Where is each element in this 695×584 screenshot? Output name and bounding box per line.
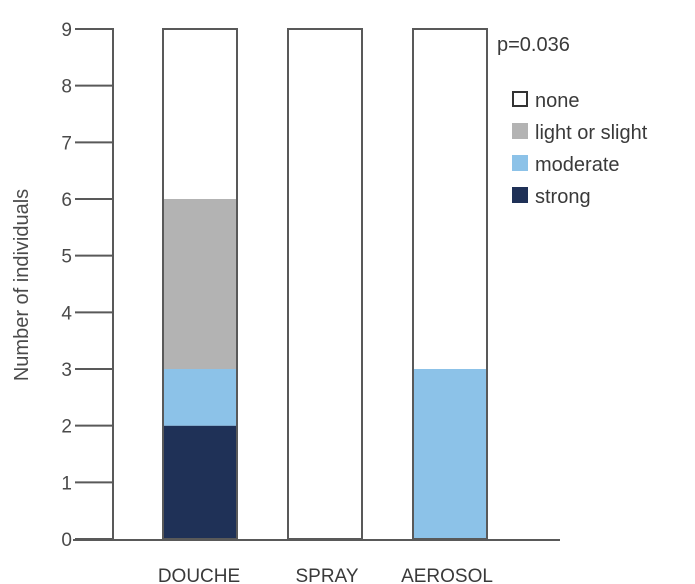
legend-swatch <box>512 187 528 203</box>
bar-segment-strong <box>163 425 237 539</box>
y-tick-label: 2 <box>61 417 72 438</box>
y-tick-label: 3 <box>61 360 72 381</box>
y-tick-label: 0 <box>61 530 72 551</box>
legend-label: light or slight <box>535 122 648 144</box>
category-label: DOUCHE <box>158 566 240 584</box>
legend-label: none <box>535 90 580 112</box>
y-tick-label: 4 <box>61 303 72 324</box>
bar-segment-light-or-slight <box>163 199 237 369</box>
category-label: SPRAY <box>295 566 358 584</box>
y-tick-label: 9 <box>61 20 72 41</box>
y-tick-label: 1 <box>61 473 72 494</box>
bar-outline <box>162 28 238 540</box>
bar-segment-none <box>288 29 362 539</box>
legend-label: moderate <box>535 154 620 176</box>
bar-outline <box>287 28 363 540</box>
legend-swatch <box>512 91 528 107</box>
bar-segment-none <box>413 29 487 369</box>
bar-segment-moderate <box>413 369 487 539</box>
legend-label: strong <box>535 186 591 208</box>
legend-swatch <box>512 123 528 139</box>
y-axis-title: Number of individuals <box>11 189 33 381</box>
y-tick-label: 7 <box>61 133 72 154</box>
legend-swatch <box>512 155 528 171</box>
y-tick-label: 5 <box>61 247 72 268</box>
bar-segment-moderate <box>163 369 237 426</box>
p-value-annotation: p=0.036 <box>497 34 570 56</box>
bar-outline <box>412 28 488 540</box>
y-tick-label: 6 <box>61 190 72 211</box>
y-tick-label: 8 <box>61 77 72 98</box>
bar-segment-none <box>163 29 237 199</box>
category-label: AEROSOL <box>401 566 493 584</box>
